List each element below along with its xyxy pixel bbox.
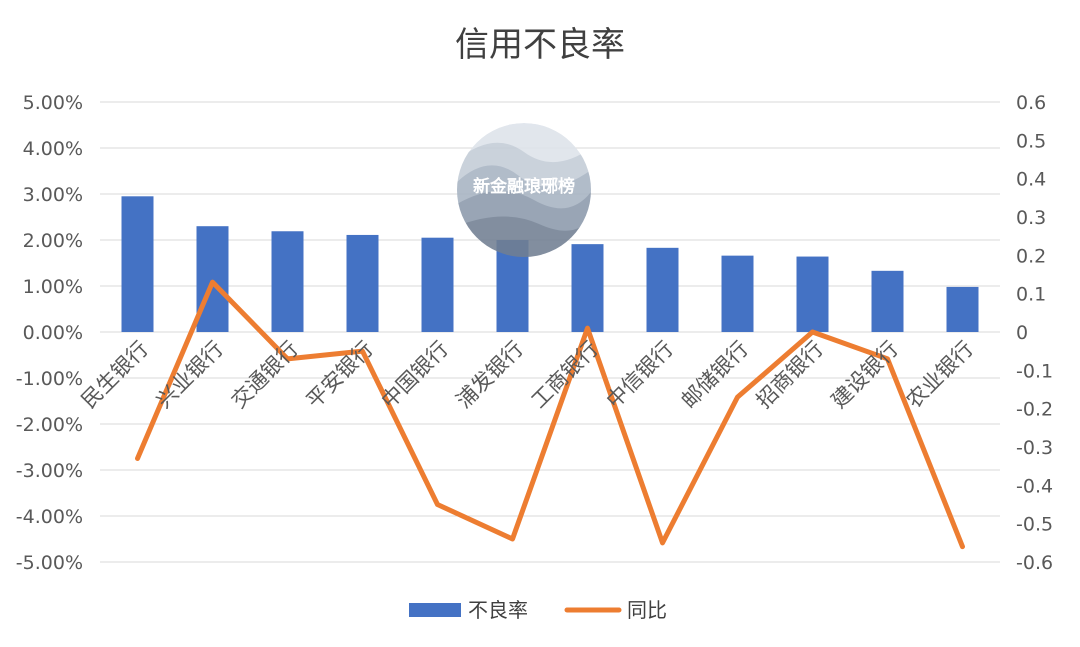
left-tick-label: 3.00% bbox=[23, 184, 83, 206]
right-tick-label: -0.5 bbox=[1016, 514, 1053, 536]
right-tick-label: -0.4 bbox=[1016, 475, 1053, 497]
bar bbox=[647, 248, 679, 332]
bar bbox=[122, 196, 154, 332]
legend-label: 同比 bbox=[627, 598, 667, 622]
right-tick-label: 0.6 bbox=[1016, 92, 1046, 114]
left-tick-label: 1.00% bbox=[23, 276, 83, 298]
right-tick-label: 0.4 bbox=[1016, 169, 1046, 191]
category-label: 中信银行 bbox=[602, 337, 678, 413]
category-label: 邮储银行 bbox=[677, 337, 753, 413]
right-tick-label: -0.2 bbox=[1016, 399, 1053, 421]
left-tick-label: -1.00% bbox=[16, 368, 83, 390]
chart-title: 信用不良率 bbox=[455, 25, 625, 65]
legend: 不良率 同比 bbox=[409, 598, 667, 622]
bar bbox=[947, 287, 979, 332]
category-label: 中国银行 bbox=[377, 337, 453, 413]
bar bbox=[872, 271, 904, 332]
right-tick-label: -0.6 bbox=[1016, 552, 1053, 574]
right-tick-label: -0.1 bbox=[1016, 360, 1053, 382]
right-tick-label: 0.3 bbox=[1016, 207, 1046, 229]
left-axis: 5.00% 4.00% 3.00% 2.00% 1.00% 0.00% -1.00% -2.0… bbox=[16, 92, 83, 574]
category-label: 交通银行 bbox=[227, 337, 303, 413]
legend-swatch-bar bbox=[409, 603, 461, 617]
bar bbox=[572, 244, 604, 332]
left-tick-label: 0.00% bbox=[23, 322, 83, 344]
right-tick-label: 0.5 bbox=[1016, 130, 1046, 152]
category-axis: 民生银行兴业银行交通银行平安银行中国银行浦发银行工商银行中信银行邮储银行招商银行… bbox=[77, 337, 978, 413]
category-label: 平安银行 bbox=[302, 337, 378, 413]
right-tick-label: 0.1 bbox=[1016, 284, 1046, 306]
left-tick-label: -4.00% bbox=[16, 506, 83, 528]
category-label: 兴业银行 bbox=[152, 337, 228, 413]
legend-label: 不良率 bbox=[468, 598, 528, 622]
bar bbox=[797, 257, 829, 332]
left-tick-label: 5.00% bbox=[23, 92, 83, 114]
left-tick-label: 2.00% bbox=[23, 230, 83, 252]
category-label: 工商银行 bbox=[527, 337, 603, 413]
bar bbox=[422, 238, 454, 332]
right-axis: 0.6 0.5 0.4 0.3 0.2 0.1 0 -0.1 -0.2 -0.3 -0.4 -0.5 -… bbox=[1016, 92, 1053, 574]
left-tick-label: 4.00% bbox=[23, 138, 83, 160]
bar bbox=[722, 256, 754, 332]
category-label: 农业银行 bbox=[902, 337, 978, 413]
right-tick-label: -0.3 bbox=[1016, 437, 1053, 459]
bar bbox=[197, 226, 229, 332]
yoy-line bbox=[138, 282, 963, 547]
right-tick-label: 0 bbox=[1016, 322, 1028, 344]
category-label: 民生银行 bbox=[77, 337, 153, 413]
category-label: 浦发银行 bbox=[452, 337, 528, 413]
line-series bbox=[137, 282, 962, 547]
left-tick-label: -3.00% bbox=[16, 460, 83, 482]
watermark: 新金融琅琊榜 bbox=[457, 123, 591, 257]
right-tick-label: 0.2 bbox=[1016, 245, 1046, 267]
bar bbox=[272, 231, 304, 332]
left-tick-label: -2.00% bbox=[16, 414, 83, 436]
left-tick-label: -5.00% bbox=[16, 552, 83, 574]
watermark-text: 新金融琅琊榜 bbox=[473, 176, 575, 197]
bar bbox=[347, 235, 379, 332]
